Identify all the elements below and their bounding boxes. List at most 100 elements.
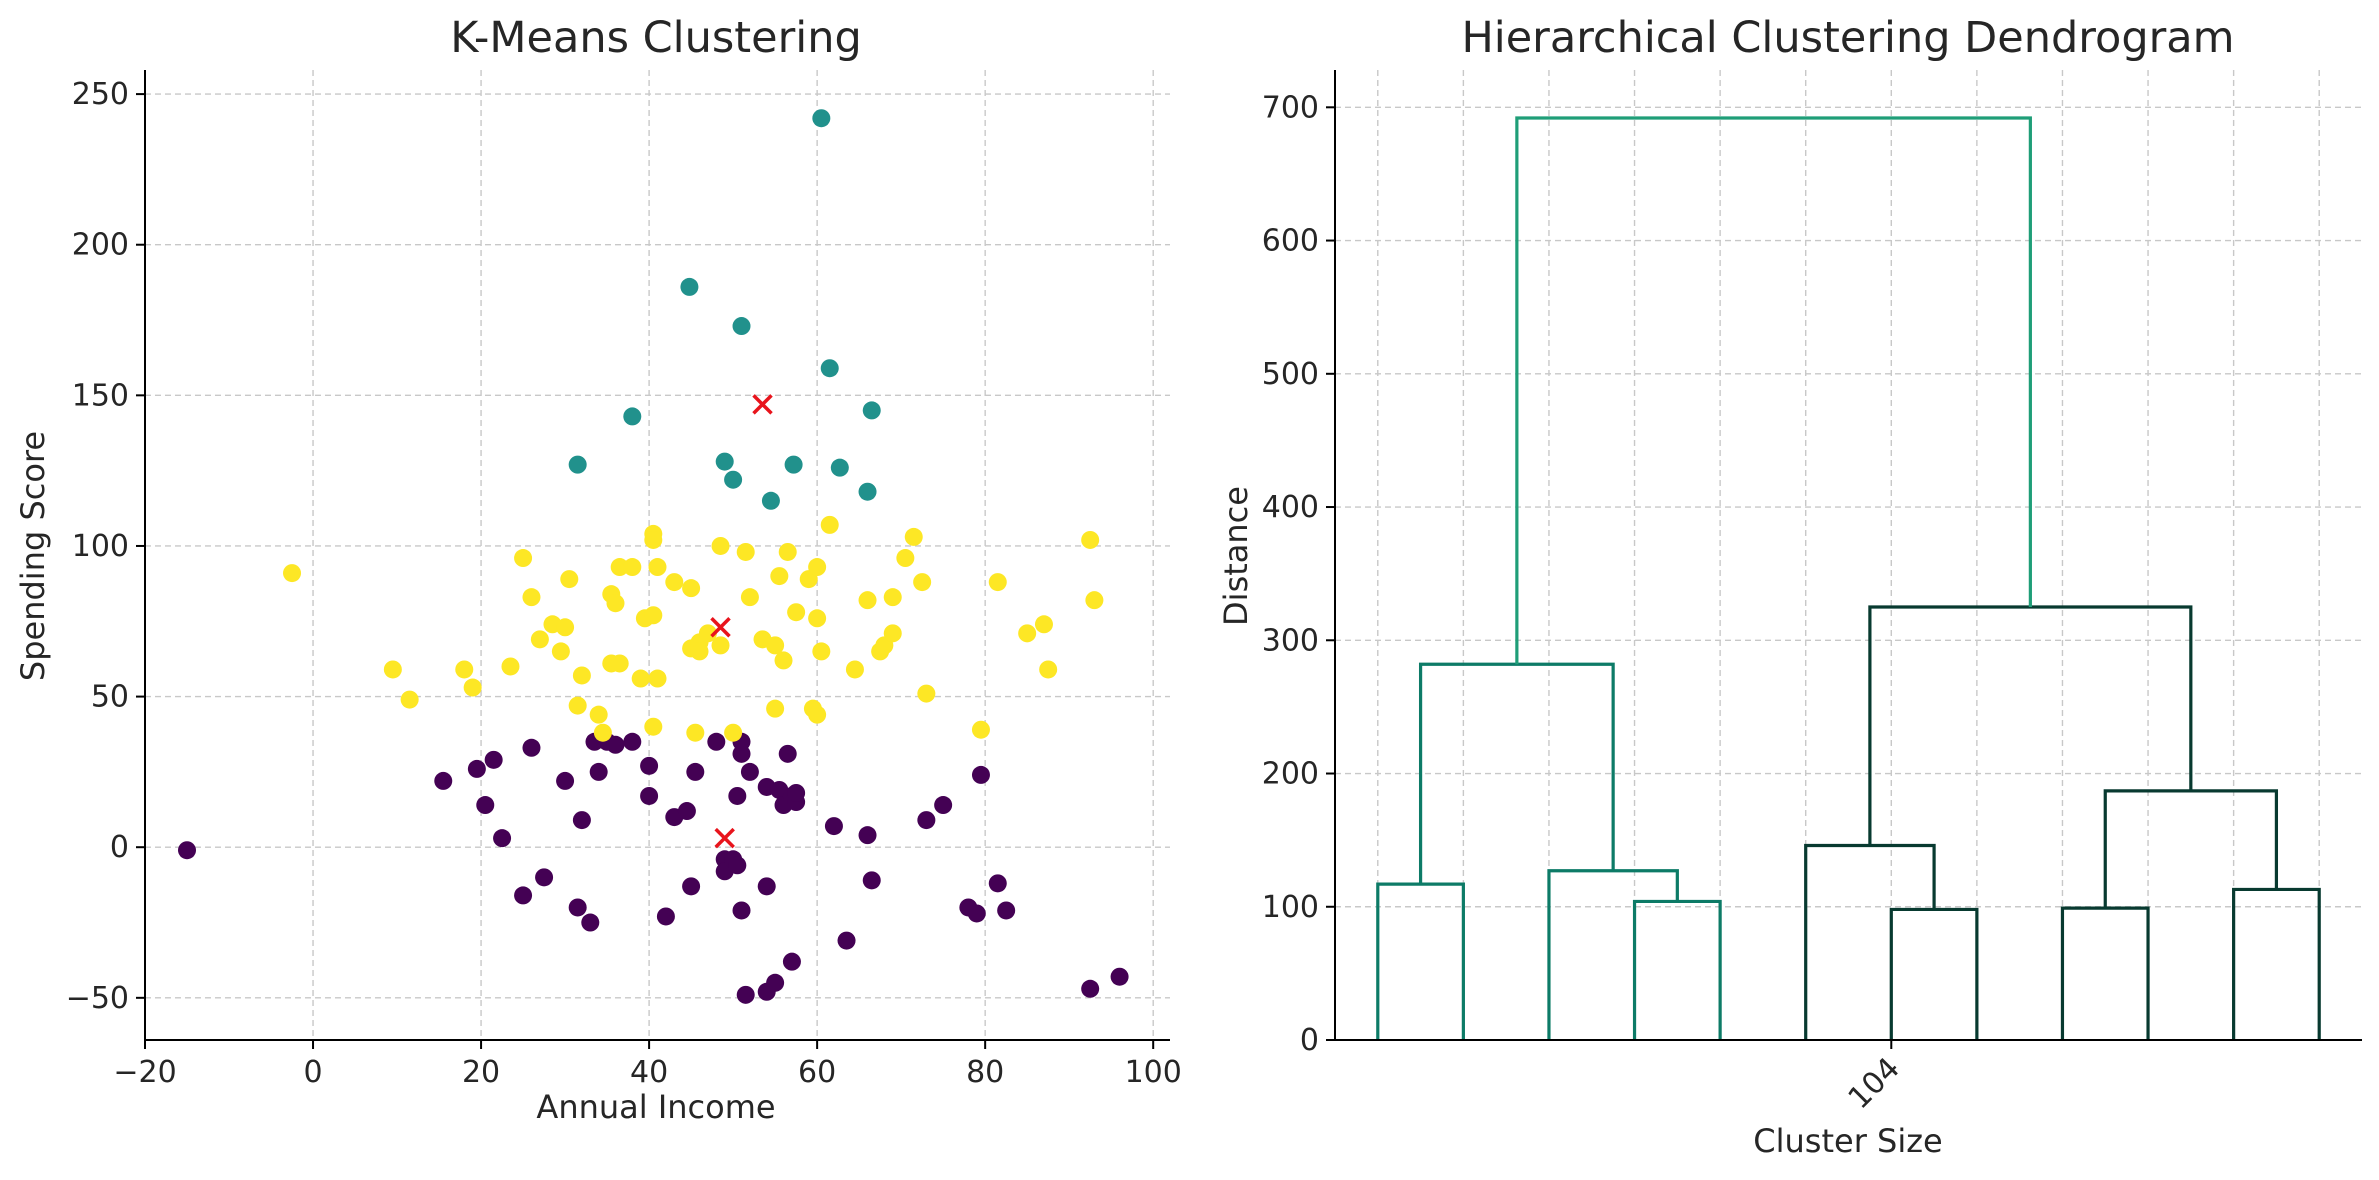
scatter-point-cluster-2 — [606, 594, 625, 613]
scatter-point-cluster-2 — [711, 536, 730, 555]
scatter-points — [178, 109, 1129, 1004]
scatter-point-cluster-0 — [988, 874, 1007, 893]
scatter-point-cluster-1 — [830, 458, 849, 477]
scatter-point-cluster-0 — [824, 817, 843, 836]
dendrogram-y-tick-label: 700 — [1262, 90, 1319, 125]
scatter-point-cluster-2 — [774, 651, 793, 670]
dendrogram-title: Hierarchical Clustering Dendrogram — [1461, 13, 2234, 63]
scatter-point-cluster-2 — [648, 669, 667, 688]
scatter-point-cluster-2 — [808, 558, 827, 577]
scatter-point-cluster-0 — [677, 802, 696, 821]
dendrogram-x-tick-label: 104 — [1842, 1051, 1907, 1116]
dendrogram-link — [1868, 605, 2193, 846]
scatter-y-tick-label: 250 — [72, 77, 129, 112]
scatter-point-cluster-2 — [1018, 624, 1037, 643]
scatter-point-cluster-2 — [711, 636, 730, 655]
scatter-x-axis-label: Annual Income — [536, 1088, 775, 1126]
scatter-y-tick-label: 50 — [91, 680, 129, 715]
scatter-point-cluster-2 — [522, 588, 541, 607]
scatter-point-cluster-2 — [787, 603, 806, 622]
scatter-point-cluster-2 — [988, 573, 1007, 592]
scatter-point-cluster-0 — [997, 901, 1016, 920]
scatter-point-cluster-2 — [845, 660, 864, 679]
scatter-x-tick-label: 20 — [462, 1055, 500, 1090]
scatter-point-cluster-0 — [556, 771, 575, 790]
scatter-point-cluster-2 — [904, 527, 923, 546]
dendrogram-link — [1804, 843, 1936, 1040]
scatter-point-cluster-2 — [644, 717, 663, 736]
scatter-point-cluster-2 — [623, 558, 642, 577]
scatter-point-cluster-2 — [530, 630, 549, 649]
scatter-x-tick-label: 0 — [303, 1055, 322, 1090]
scatter-point-cluster-2 — [1034, 615, 1053, 634]
scatter-y-tick-label: 200 — [72, 228, 129, 263]
scatter-x-tick-label: 80 — [966, 1055, 1004, 1090]
scatter-point-cluster-2 — [808, 609, 827, 628]
scatter-point-cluster-2 — [858, 591, 877, 610]
scatter-point-cluster-0 — [656, 907, 675, 926]
scatter-point-cluster-0 — [1081, 979, 1100, 998]
scatter-point-cluster-2 — [551, 642, 570, 661]
scatter-point-cluster-0 — [736, 985, 755, 1004]
scatter-point-cluster-1 — [862, 401, 881, 420]
scatter-point-cluster-2 — [610, 558, 629, 577]
centroid-marker — [752, 394, 773, 415]
scatter-point-cluster-2 — [917, 684, 936, 703]
dendrogram-y-tick-label: 300 — [1262, 623, 1319, 658]
scatter-point-cluster-0 — [971, 765, 990, 784]
centroid-marker — [710, 617, 731, 638]
scatter-point-cluster-0 — [934, 796, 953, 815]
dendrogram-x-axis-label: Cluster Size — [1753, 1122, 1942, 1160]
scatter-point-cluster-2 — [644, 606, 663, 625]
scatter-grid — [144, 70, 1170, 1040]
dendrogram-link — [1515, 116, 2032, 665]
scatter-point-cluster-0 — [686, 762, 705, 781]
dendrogram-link — [2060, 906, 2150, 1040]
scatter-point-cluster-2 — [514, 549, 533, 568]
scatter-point-cluster-0 — [778, 744, 797, 763]
dendrogram-y-tick-label: 600 — [1262, 224, 1319, 259]
scatter-point-cluster-0 — [522, 738, 541, 757]
scatter-point-cluster-0 — [493, 829, 512, 848]
scatter-point-cluster-2 — [589, 705, 608, 724]
scatter-point-cluster-0 — [862, 871, 881, 890]
scatter-point-cluster-2 — [572, 666, 591, 685]
scatter-point-cluster-1 — [820, 359, 839, 378]
scatter-point-cluster-2 — [568, 696, 587, 715]
scatter-point-cluster-0 — [728, 786, 747, 805]
scatter-x-tick-label: 40 — [630, 1055, 668, 1090]
scatter-point-cluster-0 — [568, 898, 587, 917]
scatter-point-cluster-2 — [724, 723, 743, 742]
dendrogram-y-axis-label: Distance — [1217, 486, 1255, 626]
scatter-y-tick-label: 0 — [110, 830, 129, 865]
centroid-marker — [714, 827, 735, 849]
scatter-point-cluster-2 — [644, 530, 663, 549]
dendrogram-link — [2232, 887, 2321, 1040]
scatter-point-cluster-0 — [484, 750, 503, 769]
scatter-point-cluster-1 — [724, 470, 743, 489]
scatter-point-cluster-0 — [707, 732, 726, 751]
scatter-point-cluster-1 — [680, 277, 699, 296]
scatter-point-cluster-1 — [858, 482, 877, 501]
dendrogram-y-tick-label: 400 — [1262, 490, 1319, 525]
scatter-y-tick-label: 100 — [72, 529, 129, 564]
scatter-point-cluster-0 — [178, 841, 197, 860]
scatter-point-cluster-0 — [682, 877, 701, 896]
dendrogram-link — [1889, 907, 1979, 1040]
scatter-title: K-Means Clustering — [450, 13, 862, 63]
scatter-point-cluster-0 — [787, 783, 806, 802]
scatter-point-cluster-2 — [501, 657, 520, 676]
scatter-axes: −20 0 20 40 60 80 100 −50 0 50 100 150 200 250 — [66, 70, 1182, 1090]
scatter-point-cluster-0 — [766, 973, 785, 992]
scatter-point-cluster-1 — [715, 452, 734, 471]
scatter-point-cluster-0 — [581, 913, 600, 932]
scatter-point-cluster-0 — [732, 901, 751, 920]
scatter-point-cluster-2 — [455, 660, 474, 679]
scatter-point-cluster-0 — [782, 952, 801, 971]
scatter-point-cluster-2 — [463, 678, 482, 697]
scatter-point-cluster-0 — [606, 735, 625, 754]
scatter-point-cluster-2 — [883, 588, 902, 607]
scatter-point-cluster-2 — [383, 660, 402, 679]
scatter-point-cluster-2 — [1085, 591, 1104, 610]
